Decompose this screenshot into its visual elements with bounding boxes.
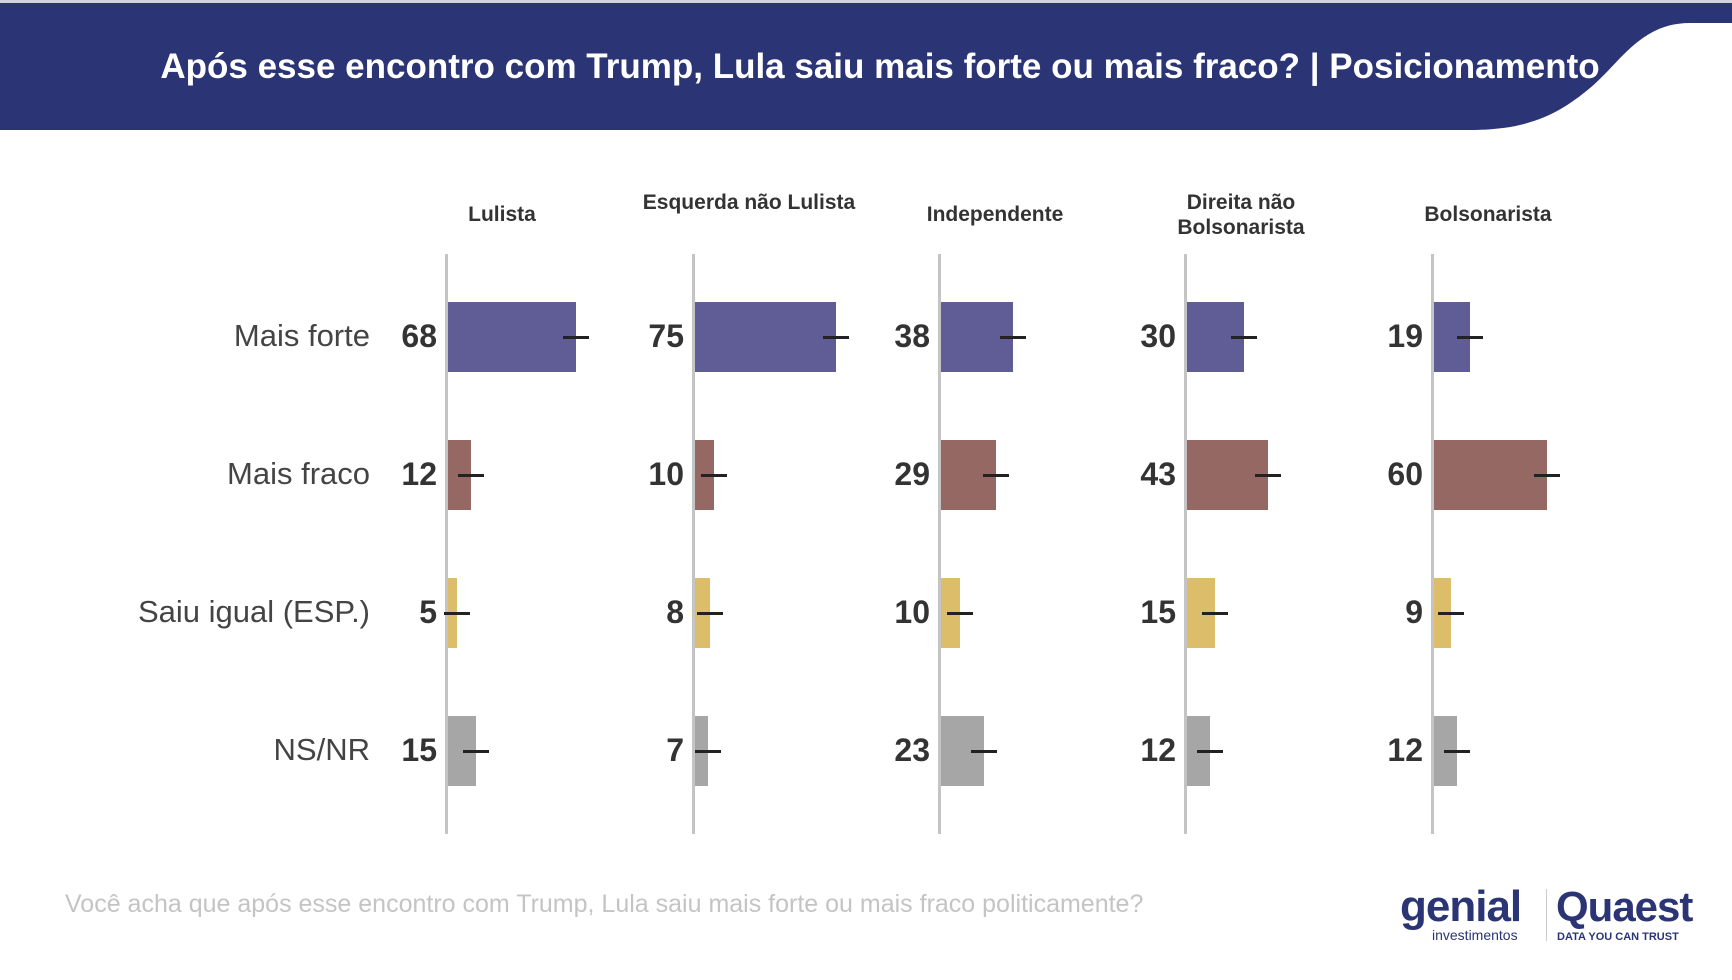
error-bar <box>1456 336 1483 339</box>
bar <box>448 302 577 372</box>
value-label: 29 <box>894 456 930 492</box>
title-banner <box>0 3 1732 130</box>
quaest-tagline: DATA YOU CAN TRUST <box>1557 931 1679 943</box>
row-label: Mais forte <box>233 318 370 353</box>
quaest-logo: Quaest <box>1556 883 1693 930</box>
row-label: Saiu igual (ESP.) <box>137 594 370 629</box>
error-bar <box>982 474 1009 477</box>
survey-question: Você acha que após esse encontro com Tru… <box>65 890 1144 918</box>
axis-line <box>1184 254 1187 834</box>
value-label: 10 <box>894 594 930 630</box>
value-label: 19 <box>1387 318 1423 354</box>
error-bar <box>1230 336 1257 339</box>
bar <box>1187 440 1269 510</box>
value-label: 15 <box>1140 594 1176 630</box>
error-bar <box>999 336 1026 339</box>
error-bar <box>823 336 850 339</box>
error-bar <box>563 336 590 339</box>
logos: genial investimentos Quaest DATA YOU CAN… <box>1400 882 1693 945</box>
value-label: 38 <box>894 318 930 354</box>
error-bar <box>1196 750 1223 753</box>
column-header: Bolsonarista <box>1424 203 1552 226</box>
top-strip <box>0 0 1732 3</box>
value-label: 68 <box>401 318 437 354</box>
value-label: 60 <box>1387 456 1423 492</box>
value-label: 12 <box>1140 732 1176 768</box>
value-label: 23 <box>894 732 930 768</box>
genial-logo-subtitle: investimentos <box>1432 927 1518 943</box>
error-bar <box>1437 612 1464 615</box>
axis-line <box>938 254 941 834</box>
axis-line <box>445 254 448 834</box>
row-label: NS/NR <box>273 732 370 767</box>
logo-divider <box>1546 889 1547 941</box>
axis-line <box>1431 254 1434 834</box>
column-header: Lulista <box>468 203 536 226</box>
error-bar <box>463 750 490 753</box>
error-bar <box>946 612 973 615</box>
row-label: Mais fraco <box>227 456 370 491</box>
value-label: 15 <box>401 732 437 768</box>
value-label: 5 <box>419 594 437 630</box>
value-label: 75 <box>648 318 684 354</box>
bar <box>695 302 837 372</box>
genial-logo: genial <box>1400 882 1522 931</box>
value-label: 7 <box>666 732 684 768</box>
error-bar <box>444 612 471 615</box>
column-header: Esquerda não Lulista <box>642 191 856 214</box>
error-bar <box>697 612 724 615</box>
error-bar <box>695 750 722 753</box>
column-header: Independente <box>926 203 1064 226</box>
error-bar <box>1534 474 1561 477</box>
column-header: Direita não Bolsonarista <box>1177 191 1305 239</box>
axis-line <box>692 254 695 834</box>
error-bar <box>457 474 484 477</box>
value-label: 10 <box>648 456 684 492</box>
value-label: 43 <box>1140 456 1176 492</box>
error-bar <box>700 474 727 477</box>
error-bar <box>1255 474 1282 477</box>
chart-title: Após esse encontro com Trump, Lula saiu … <box>160 47 1600 86</box>
value-label: 8 <box>666 594 684 630</box>
value-label: 12 <box>401 456 437 492</box>
value-label: 9 <box>1405 594 1423 630</box>
value-label: 12 <box>1387 732 1423 768</box>
bar <box>1434 440 1548 510</box>
error-bar <box>971 750 998 753</box>
error-bar <box>1443 750 1470 753</box>
value-label: 30 <box>1140 318 1176 354</box>
error-bar <box>1202 612 1229 615</box>
